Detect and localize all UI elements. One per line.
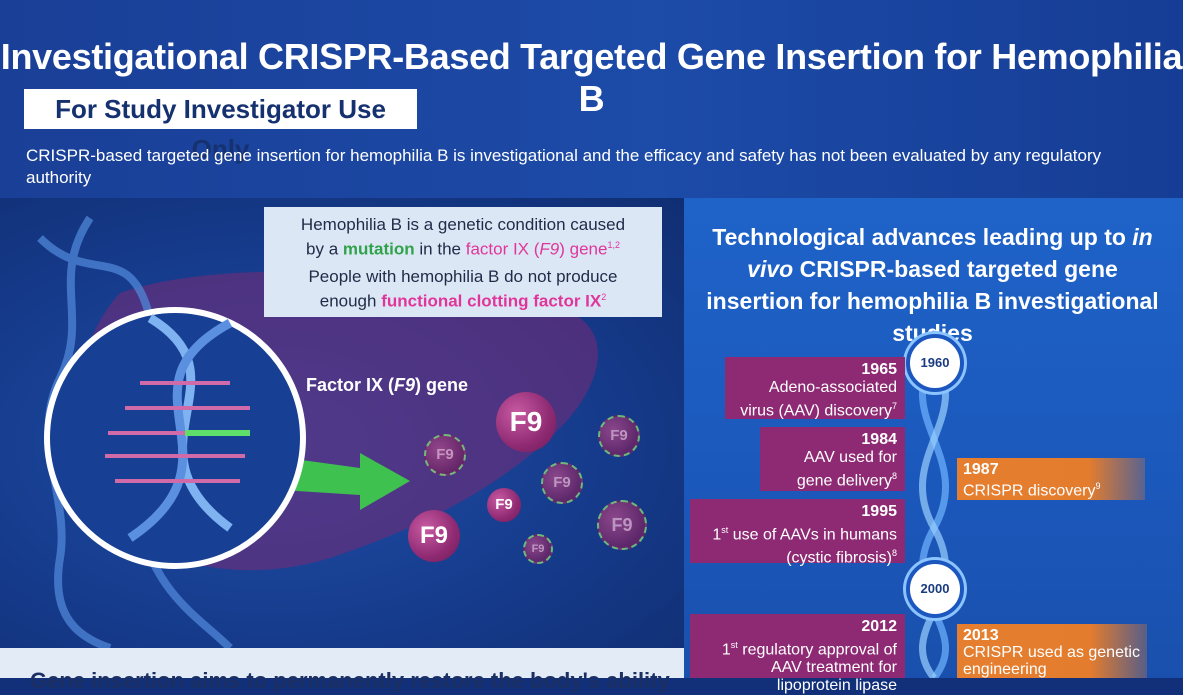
timeline-helix	[919, 356, 949, 678]
info-line-2a: People with hemophilia B do not produce	[308, 266, 618, 286]
event-ordinal: 1	[712, 526, 722, 544]
functional-factor-highlight: functional clotting factor IX	[381, 291, 602, 311]
crispr-ref: 9	[1095, 481, 1101, 491]
crispr-year: 1987	[963, 461, 999, 478]
bottom-heading: Gene insertion aims to permanently resto…	[30, 668, 670, 693]
timeline-event: 1965 Adeno-associated virus (AAV) discov…	[725, 357, 905, 419]
crispr-text: CRISPR used as genetic engineering	[963, 644, 1140, 678]
event-year: 2012	[861, 618, 897, 635]
page-title: Investigational CRISPR-Based Targeted Ge…	[0, 36, 1183, 119]
gene-label-pre: Factor IX (	[306, 375, 395, 395]
timeline-event: 2012 1st regulatory approval of AAV trea…	[690, 614, 905, 694]
f9-defective-protein: F9	[523, 534, 553, 564]
event-ordinal-sup: st	[721, 525, 729, 535]
gene-label: Factor IX (F9) gene	[306, 375, 468, 396]
badge-label: For Study Investigator Use Only	[55, 94, 386, 164]
info-in-the: in the	[414, 239, 466, 259]
year-marker: 2000	[906, 560, 964, 618]
crispr-event: 1987 CRISPR discovery9	[957, 458, 1145, 500]
f9-defective-protein: F9	[598, 415, 640, 457]
f9-protein: F9	[496, 392, 556, 452]
info-line-1a: Hemophilia B is a genetic condition caus…	[300, 215, 626, 234]
timeline-heading: Technological advances leading up to in …	[700, 221, 1165, 349]
crispr-event: 2013 CRISPR used as genetic engineering	[957, 624, 1147, 678]
event-ordinal-sup: st	[730, 640, 738, 650]
event-ordinal: 1	[721, 641, 731, 659]
gene-label-post: ) gene	[415, 375, 469, 395]
event-year: 1965	[861, 361, 897, 378]
event-text: regulatory approval of AAV treatment for…	[737, 641, 897, 695]
f9-protein: F9	[487, 488, 521, 522]
timeline-event: 1984 AAV used for gene delivery8	[760, 427, 905, 491]
gene-label-italic: F9	[394, 375, 416, 395]
dna-liver-illustration	[37, 215, 598, 652]
factor-ix-highlight: factor IX (	[465, 239, 540, 259]
event-ref: 7	[891, 401, 897, 411]
f9-defective-protein: F9	[597, 500, 647, 550]
f9-protein: F9	[408, 510, 460, 562]
gene-highlight: ) gene	[559, 239, 608, 259]
crispr-text: CRISPR discovery	[963, 482, 1096, 500]
event-ref: 8	[891, 548, 897, 559]
event-text: AAV used for gene delivery	[796, 449, 897, 490]
timeline-event: 1995 1st use of AAVs in humans (cystic f…	[690, 499, 905, 567]
year-marker: 1960	[906, 334, 964, 392]
event-year: 1995	[861, 503, 897, 520]
f9-defective-protein: F9	[541, 462, 583, 504]
timeline-heading-italic: in vivo	[747, 224, 1153, 282]
event-ref: 8	[891, 471, 897, 481]
dna-lens-circle	[44, 307, 306, 569]
event-text: use of AAVs in humans (cystic fibrosis)	[728, 526, 897, 567]
info-enough: enough	[319, 291, 382, 311]
ref-sup-1: 1,2	[607, 240, 620, 250]
crispr-year: 2013	[963, 627, 999, 644]
ref-sup-2: 2	[601, 291, 607, 302]
event-text: Adeno-associated virus (AAV) discovery	[740, 379, 897, 420]
investigator-badge: For Study Investigator Use Only	[24, 89, 417, 164]
timeline-heading-post: CRISPR-based targeted gene insertion for…	[706, 256, 1159, 346]
lens-helix	[105, 314, 250, 542]
disclaimer-text: CRISPR-based targeted gene insertion for…	[26, 146, 1102, 187]
bottom-banner	[0, 648, 684, 678]
mutation-highlight: mutation	[342, 239, 415, 259]
f9-italic: F9	[539, 239, 560, 259]
event-year: 1984	[861, 431, 897, 448]
timeline-heading-pre: Technological advances leading up to	[712, 224, 1133, 250]
info-by: by a	[306, 239, 343, 259]
f9-defective-protein: F9	[424, 434, 466, 476]
info-box: Hemophilia B is a genetic condition caus…	[264, 207, 662, 317]
